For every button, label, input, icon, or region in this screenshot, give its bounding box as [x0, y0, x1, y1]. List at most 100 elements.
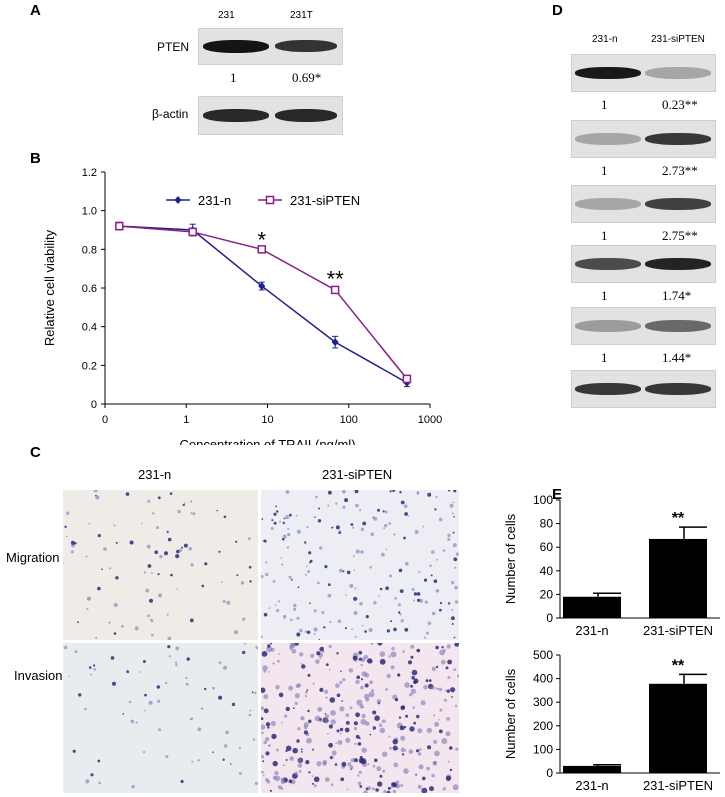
- cell: [313, 627, 318, 632]
- cell: [212, 686, 215, 690]
- cell: [262, 665, 268, 671]
- cell: [287, 532, 291, 537]
- cell: [435, 645, 439, 650]
- cell: [371, 689, 375, 692]
- data-point: [402, 374, 412, 384]
- cell: [383, 527, 386, 530]
- cell: [377, 781, 383, 787]
- cell: [272, 662, 275, 665]
- lane-label: 231T: [290, 10, 313, 21]
- cell: [384, 523, 388, 528]
- cell: [430, 685, 435, 690]
- cell: [446, 689, 450, 693]
- cell: [299, 628, 303, 633]
- legend-marker: [265, 195, 275, 205]
- cell: [90, 673, 93, 676]
- western-blot: [571, 120, 716, 158]
- cell: [328, 490, 332, 495]
- cell: [382, 769, 386, 773]
- cell: [393, 762, 399, 768]
- cell: [146, 544, 151, 549]
- cell: [93, 668, 96, 671]
- cell: [305, 695, 308, 698]
- cell: [306, 565, 308, 568]
- cell: [399, 725, 405, 731]
- cell: [216, 509, 218, 512]
- cell: [349, 583, 354, 588]
- x-tick-label: 1000: [418, 414, 442, 426]
- cell: [352, 526, 355, 529]
- cell: [87, 596, 92, 601]
- cell: [433, 714, 436, 717]
- cell: [268, 744, 271, 747]
- cell: [289, 756, 294, 761]
- cell: [261, 706, 264, 711]
- western-blot: [571, 245, 716, 283]
- cell: [220, 581, 223, 583]
- y-tick-label: 300: [533, 695, 553, 709]
- cell: [64, 525, 67, 528]
- cell: [417, 784, 422, 789]
- cell: [353, 726, 357, 731]
- cell: [389, 490, 392, 493]
- data-point: [188, 227, 197, 237]
- data-point: [115, 221, 124, 231]
- cell: [334, 763, 338, 766]
- cell: [449, 746, 453, 750]
- band: [575, 258, 641, 270]
- cell: [336, 652, 339, 655]
- cell: [447, 533, 451, 538]
- western-blot: [571, 54, 716, 92]
- cell: [180, 779, 184, 784]
- cell: [112, 681, 116, 686]
- cell: [175, 661, 178, 664]
- cell: [382, 751, 388, 757]
- cell: [249, 580, 252, 583]
- cell: [388, 655, 391, 658]
- cell: [333, 698, 336, 701]
- row-label: Migration: [6, 550, 60, 565]
- cell: [434, 750, 440, 757]
- cell: [243, 643, 247, 645]
- cell: [435, 665, 439, 669]
- cell: [293, 603, 297, 608]
- cell: [297, 758, 302, 763]
- cell: [277, 659, 280, 663]
- cell: [175, 664, 178, 667]
- cell: [181, 546, 183, 549]
- y-tick-label: 100: [533, 742, 553, 756]
- cell: [169, 492, 173, 495]
- cell: [352, 555, 355, 558]
- panel-a-label: A: [30, 2, 41, 19]
- cell: [345, 594, 347, 596]
- cell: [319, 646, 324, 652]
- cell: [280, 557, 283, 559]
- cell: [201, 707, 203, 710]
- cell: [285, 706, 290, 712]
- cell: [413, 680, 417, 684]
- legend-marker: [174, 196, 182, 204]
- cell: [272, 760, 278, 767]
- cell: [364, 693, 370, 700]
- cell: [278, 653, 280, 656]
- cell: [436, 558, 438, 561]
- cell: [182, 503, 185, 507]
- cell: [222, 665, 228, 670]
- x-axis-label: Concentration of TRAIL(ng/ml): [179, 437, 355, 445]
- cell: [438, 718, 440, 721]
- legend-label: 231-n: [198, 193, 231, 208]
- cell: [93, 490, 98, 493]
- cell: [242, 617, 246, 621]
- cell: [290, 618, 293, 622]
- cell: [433, 579, 438, 583]
- cell: [410, 644, 415, 649]
- cell: [265, 572, 269, 577]
- y-tick-label: 0.6: [82, 283, 97, 295]
- cell: [197, 727, 202, 732]
- cell: [189, 618, 194, 623]
- cell: [363, 654, 369, 660]
- cell: [435, 496, 438, 499]
- cell: [393, 627, 397, 632]
- cell: [423, 684, 428, 690]
- cell: [305, 690, 308, 694]
